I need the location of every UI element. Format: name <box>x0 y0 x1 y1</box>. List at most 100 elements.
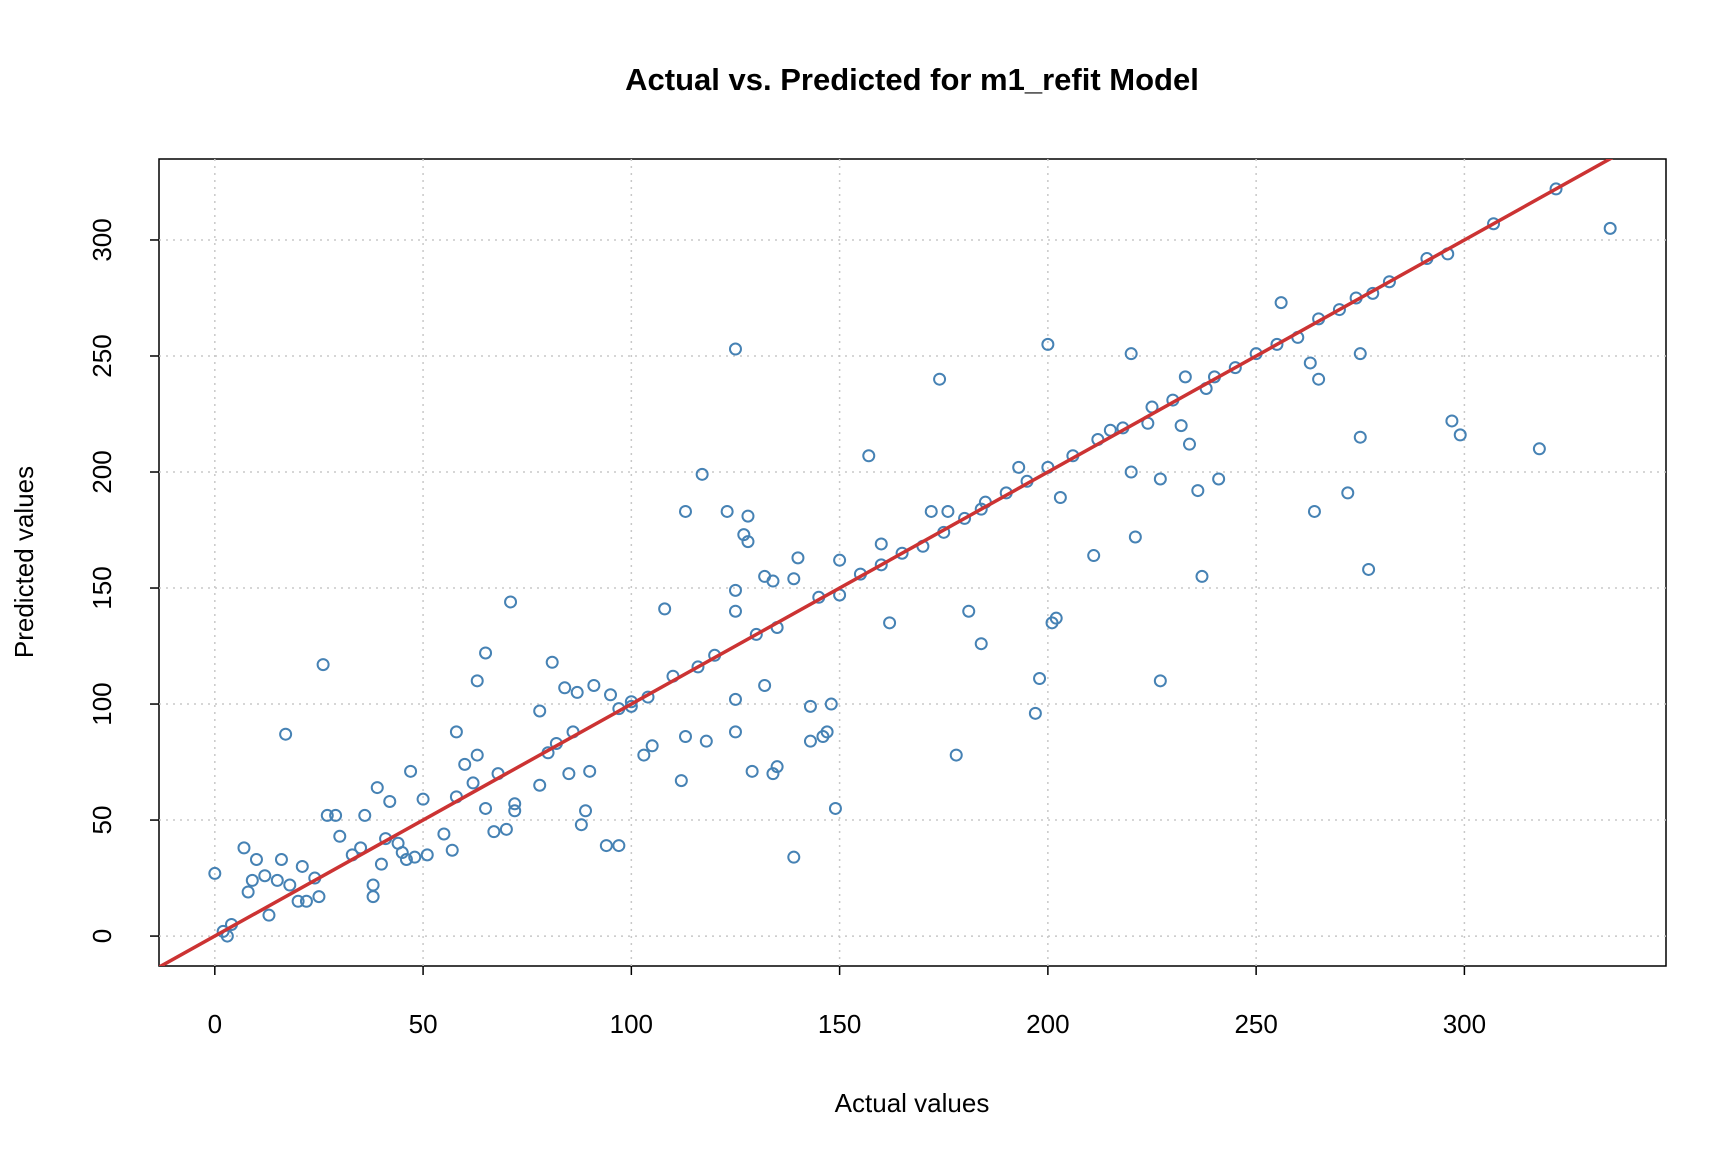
x-tick-label: 300 <box>1443 1009 1486 1039</box>
point <box>262 908 276 922</box>
point <box>1445 414 1459 428</box>
point <box>508 804 522 818</box>
point <box>245 873 259 887</box>
y-tick-label: 50 <box>87 806 117 835</box>
point <box>487 825 501 839</box>
point <box>241 885 255 899</box>
point <box>741 535 755 549</box>
point <box>820 725 834 739</box>
point <box>1195 569 1209 583</box>
point <box>895 546 909 560</box>
point <box>766 767 780 781</box>
point <box>637 748 651 762</box>
point <box>766 574 780 588</box>
y-tick-label: 0 <box>87 929 117 943</box>
point <box>1053 491 1067 505</box>
point <box>312 890 326 904</box>
point <box>1028 706 1042 720</box>
point <box>803 699 817 713</box>
point <box>824 697 838 711</box>
point <box>1274 296 1288 310</box>
x-tick-label: 100 <box>610 1009 653 1039</box>
point <box>1270 337 1284 351</box>
point <box>678 730 692 744</box>
point <box>279 727 293 741</box>
point <box>466 776 480 790</box>
point <box>558 681 572 695</box>
point <box>1353 430 1367 444</box>
point <box>587 678 601 692</box>
point <box>299 894 313 908</box>
point <box>728 583 742 597</box>
point <box>1124 465 1138 479</box>
x-tick-label: 250 <box>1234 1009 1277 1039</box>
point <box>1033 672 1047 686</box>
point <box>366 890 380 904</box>
y-axis-label: Predicted values <box>9 466 39 658</box>
point <box>949 748 963 762</box>
point <box>924 504 938 518</box>
point <box>1487 217 1501 231</box>
point <box>1174 419 1188 433</box>
point <box>1041 337 1055 351</box>
y-tick-label: 300 <box>87 218 117 261</box>
point <box>1124 347 1138 361</box>
point <box>758 678 772 692</box>
point <box>974 637 988 651</box>
point <box>533 778 547 792</box>
y-tick-label: 250 <box>87 334 117 377</box>
point <box>249 852 263 866</box>
point <box>958 511 972 525</box>
point <box>1228 361 1242 375</box>
point <box>399 852 413 866</box>
point <box>320 808 334 822</box>
point <box>479 646 493 660</box>
point <box>562 767 576 781</box>
point <box>1549 182 1563 196</box>
y-tick-label: 150 <box>87 566 117 609</box>
point <box>420 848 434 862</box>
x-tick-label: 50 <box>409 1009 438 1039</box>
point <box>604 688 618 702</box>
point <box>737 528 751 542</box>
point <box>1087 549 1101 563</box>
point <box>720 504 734 518</box>
point <box>745 764 759 778</box>
x-tick-label: 150 <box>818 1009 861 1039</box>
point <box>691 660 705 674</box>
point <box>1012 460 1026 474</box>
point <box>416 792 430 806</box>
point <box>770 760 784 774</box>
point <box>374 857 388 871</box>
point <box>499 822 513 836</box>
point <box>1603 221 1617 235</box>
point <box>612 839 626 853</box>
point <box>1212 472 1226 486</box>
point <box>1128 530 1142 544</box>
point <box>479 801 493 815</box>
point <box>695 467 709 481</box>
point <box>258 869 272 883</box>
point <box>408 850 422 864</box>
point <box>1332 303 1346 317</box>
point <box>883 616 897 630</box>
point <box>728 342 742 356</box>
point <box>1312 372 1326 386</box>
point <box>295 859 309 873</box>
point <box>458 757 472 771</box>
point <box>449 725 463 739</box>
plot-frame <box>158 158 1667 967</box>
point <box>366 878 380 892</box>
point <box>787 850 801 864</box>
point <box>583 764 597 778</box>
point <box>1303 356 1317 370</box>
point <box>933 372 947 386</box>
point <box>699 734 713 748</box>
x-axis-label: Actual values <box>835 1088 990 1118</box>
point <box>579 804 593 818</box>
point <box>270 873 284 887</box>
point <box>1049 611 1063 625</box>
point <box>728 725 742 739</box>
point <box>728 692 742 706</box>
point <box>283 878 297 892</box>
